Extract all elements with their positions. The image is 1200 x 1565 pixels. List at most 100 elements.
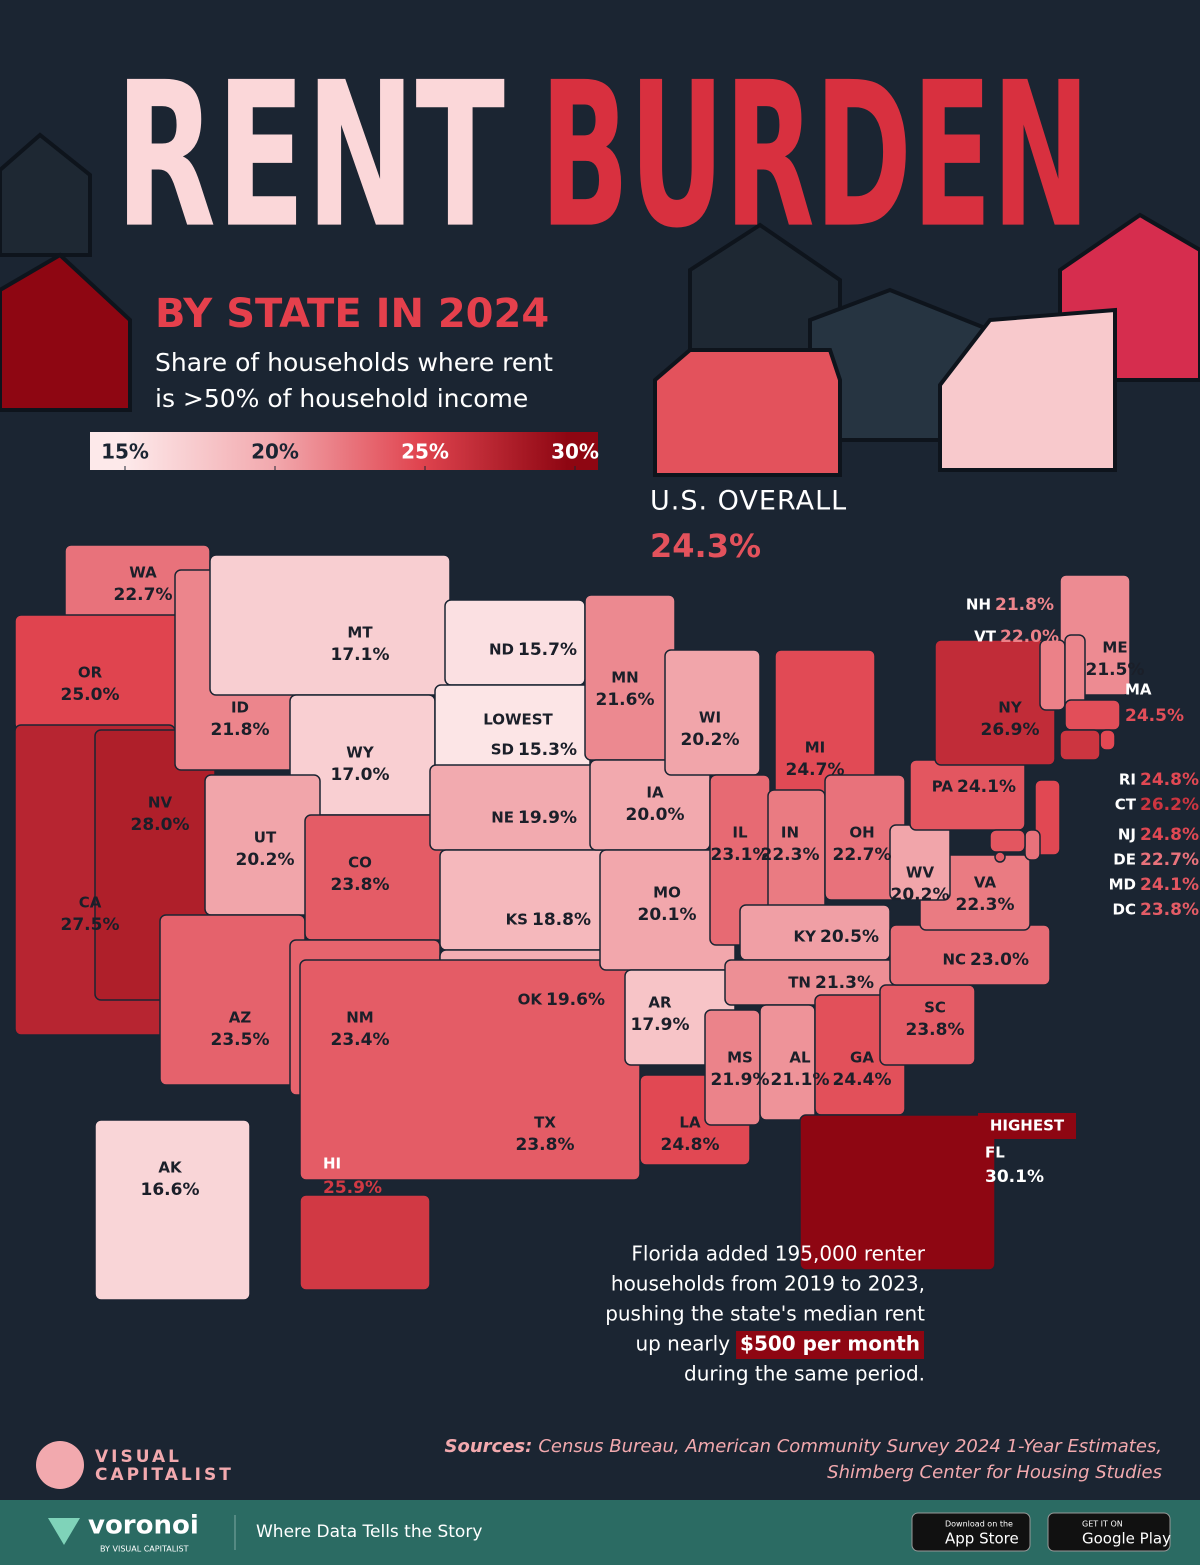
annotation-highlight: $500 per month [740,1332,920,1356]
state-abbr: SD [491,741,514,759]
footer-name: voronoi [88,1511,199,1541]
badge-small: GET IT ON [1082,1520,1123,1529]
state-abbr: AR [648,994,672,1012]
footer-logo [48,1518,80,1545]
state-abbr: OH [849,824,874,842]
state-value: 24.4% [833,1070,892,1090]
state [1039,639,1066,711]
state-value: 22.7% [114,585,173,605]
overall-house [653,348,842,477]
state-abbr: OK [518,991,544,1009]
legend-label: 15% [101,440,149,464]
state [299,1194,431,1291]
legend-bar [90,432,598,470]
state-value: 23.8% [906,1020,965,1040]
state-value: 20.5% [820,927,879,947]
brand-name: CAPITALIST [95,1465,234,1485]
state-value: 16.6% [141,1180,200,1200]
state-value: 17.1% [331,645,390,665]
state-value: 20.2% [891,885,950,905]
state-value: 23.8% [516,1135,575,1155]
state-value: 24.1% [1140,875,1199,895]
state-abbr: IL [732,824,748,842]
state-value: 24.8% [661,1135,720,1155]
state-value: 17.9% [631,1015,690,1035]
state-abbr: IN [781,824,799,842]
title-word: BURDEN [540,40,1090,273]
state-abbr: WA [129,564,157,582]
state-abbr: CA [79,894,102,912]
state-value: 21.3% [815,973,874,993]
state-value: 23.8% [331,875,390,895]
state-abbr: VA [974,874,997,892]
state-value: 26.9% [981,720,1040,740]
state-abbr: GA [850,1049,874,1067]
state-abbr: SC [924,999,946,1017]
state-value: 21.9% [711,1070,770,1090]
state [14,614,196,731]
state-abbr: WY [346,744,375,762]
state-abbr: KY [794,928,818,946]
sources-label: Sources: [445,1436,533,1457]
state-abbr: MA [1125,681,1152,699]
state-abbr: TX [534,1114,556,1132]
state-abbr: RI [1119,771,1136,789]
state-abbr: MT [347,624,373,642]
description: is >50% of household income [155,384,528,413]
annotation-line: households from 2019 to 2023, [611,1272,925,1296]
state-abbr: PA [932,778,954,796]
state-value: 25.9% [323,1178,382,1198]
state-abbr: WI [699,709,721,727]
state [994,851,1006,863]
state-abbr: FL [985,1144,1005,1162]
state-abbr: NY [998,699,1023,717]
state-value: 23.4% [331,1030,390,1050]
state-abbr: NM [346,1009,373,1027]
state-value: 20.2% [681,730,740,750]
state-abbr: MO [653,884,681,902]
state-value: 20.1% [638,905,697,925]
state-abbr: WV [906,864,935,882]
legend-label: 25% [401,440,449,464]
state-value: 15.7% [518,640,577,660]
overall-value: 24.3% [650,527,761,565]
google-play-badge[interactable] [1047,1512,1171,1552]
state-value: 30.1% [985,1167,1044,1187]
state-abbr: ND [489,641,514,659]
app-store-badge[interactable] [911,1512,1031,1552]
state-value: 23.1% [711,845,770,865]
state-abbr: UT [254,829,277,847]
state [1059,729,1101,761]
state-abbr: NE [491,809,514,827]
state-abbr: AL [789,1049,811,1067]
annotation-line: Florida added 195,000 renter [631,1242,925,1266]
state [989,829,1026,853]
state-value: 23.0% [970,950,1029,970]
state-value: 20.0% [626,805,685,825]
state-abbr: MS [727,1049,753,1067]
state-value: 17.0% [331,765,390,785]
highest-badge [978,1113,1076,1139]
state-abbr: CT [1115,796,1137,814]
houses [0,132,1200,477]
state-value: 22.7% [833,845,892,865]
state [1024,829,1041,861]
state-abbr: ID [231,699,249,717]
state-value: 21.1% [771,1070,830,1090]
state-abbr: NC [942,951,966,969]
state-abbr: MI [805,739,826,757]
state-value: 26.2% [1140,795,1199,815]
state-value: 24.1% [957,777,1016,797]
footer-by: BY VISUAL CAPITALIST [100,1545,189,1554]
legend-label: 30% [551,440,599,464]
state-value: 24.5% [1125,706,1184,726]
state-value: 21.5% [1086,660,1145,680]
state [1064,699,1121,731]
state [799,1114,996,1271]
description: Share of households where rent [155,348,553,377]
state-value: 22.3% [956,895,1015,915]
state [209,554,451,696]
state-value: 22.0% [1000,627,1059,647]
